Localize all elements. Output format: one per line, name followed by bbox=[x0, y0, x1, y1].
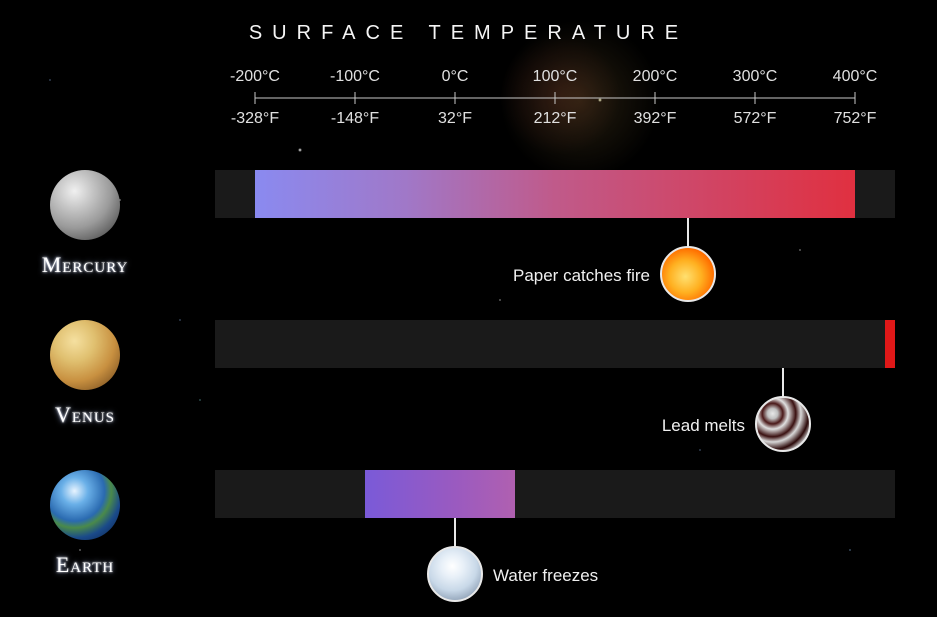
axis-tick-fahrenheit: -148°F bbox=[331, 110, 379, 128]
temperature-range-bar bbox=[885, 320, 895, 368]
axis-tick-fahrenheit: -328°F bbox=[231, 110, 279, 128]
temperature-range-bar bbox=[255, 170, 855, 218]
axis-tick-celsius: 300°C bbox=[733, 68, 778, 86]
axis-tick-celsius: 0°C bbox=[442, 68, 469, 86]
marker-stem bbox=[454, 518, 456, 548]
marker-icon bbox=[755, 396, 811, 452]
range-track bbox=[215, 320, 895, 368]
marker-stem bbox=[782, 368, 784, 398]
marker-label: Paper catches fire bbox=[513, 266, 650, 286]
mercury-row: Mercury Paper catches fire bbox=[0, 170, 937, 320]
marker-stem bbox=[687, 218, 689, 248]
planet-name: Venus bbox=[0, 402, 170, 428]
planet-name: Mercury bbox=[0, 252, 170, 278]
axis-tick-fahrenheit: 752°F bbox=[834, 110, 877, 128]
axis-tick-celsius: 200°C bbox=[633, 68, 678, 86]
temperature-range-bar bbox=[365, 470, 515, 518]
marker-icon bbox=[427, 546, 483, 602]
axis-tick-fahrenheit: 572°F bbox=[734, 110, 777, 128]
marker-label: Water freezes bbox=[493, 566, 598, 586]
range-track bbox=[215, 470, 895, 518]
temperature-axis: -200°C -328°F -100°C -148°F 0°C 32°F 100°C 212°… bbox=[215, 68, 895, 128]
axis-tick-celsius: -200°C bbox=[230, 68, 280, 86]
marker-icon bbox=[660, 246, 716, 302]
venus-row: Venus Lead melts bbox=[0, 320, 937, 470]
axis-tick-fahrenheit: 212°F bbox=[534, 110, 577, 128]
earth-row: Earth Water freezes bbox=[0, 470, 937, 617]
planet-name: Earth bbox=[0, 552, 170, 578]
axis-tick-celsius: -100°C bbox=[330, 68, 380, 86]
planet-column: Venus bbox=[0, 320, 170, 428]
axis-tick-fahrenheit: 32°F bbox=[438, 110, 472, 128]
mercury-icon bbox=[50, 170, 120, 240]
earth-icon bbox=[50, 470, 120, 540]
chart-title: SURFACE TEMPERATURE bbox=[0, 22, 937, 45]
axis-tick-fahrenheit: 392°F bbox=[634, 110, 677, 128]
planet-column: Earth bbox=[0, 470, 170, 578]
planet-column: Mercury bbox=[0, 170, 170, 278]
axis-tick-celsius: 100°C bbox=[533, 68, 578, 86]
axis-tick-celsius: 400°C bbox=[833, 68, 878, 86]
venus-icon bbox=[50, 320, 120, 390]
marker-label: Lead melts bbox=[662, 416, 745, 436]
